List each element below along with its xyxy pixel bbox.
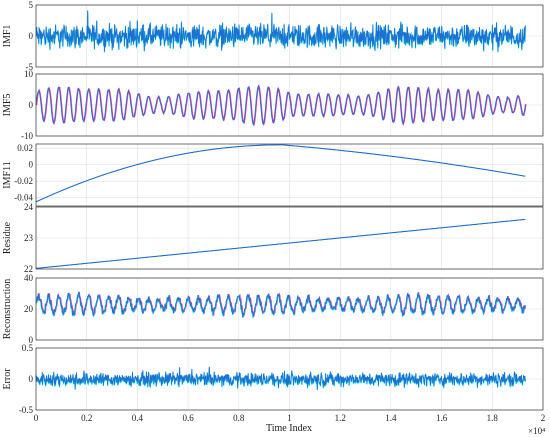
x-tick-label: 0.4 [132, 413, 144, 423]
series-line [35, 144, 526, 203]
y-tick-label: 40 [24, 273, 34, 283]
y-tick-label: 0.5 [22, 343, 34, 353]
y-axis-label: Residue [2, 221, 13, 254]
series-overlay-magenta [36, 84, 527, 127]
series-line [35, 84, 526, 126]
panel-frame [35, 73, 544, 137]
series-line [35, 218, 526, 269]
x-tick-label: 0.6 [182, 413, 194, 423]
panel-reconstruction: 0 20 40 Reconstruction [2, 273, 544, 345]
y-tick-label: 0.02 [17, 143, 33, 153]
y-tick-label: -0.5 [19, 405, 34, 415]
x-axis-multiplier: ×10⁴ [528, 426, 545, 436]
panel-frame [35, 4, 544, 68]
panel-frame [35, 206, 544, 270]
y-tick-label: 10 [24, 69, 34, 79]
x-tick-label: 1 [287, 413, 292, 423]
y-tick-label: -10 [21, 131, 33, 141]
y-tick-label: 20 [24, 304, 34, 314]
y-axis-label: IMF1 [2, 25, 13, 48]
x-tick-label: 1.2 [335, 413, 346, 423]
shared-x-axis: Time Index ×10⁴ 0 0.2 0.4 0.6 0.8 1 1.2 1.4 1.6 1… [34, 413, 546, 436]
y-tick-label: 0 [29, 374, 34, 384]
series-line [35, 10, 526, 52]
x-tick-label: 1.4 [385, 413, 397, 423]
y-tick-label: -5 [26, 62, 34, 72]
series-line [35, 291, 526, 318]
y-tick-label: 0 [29, 100, 34, 110]
panel-imf1: -5 0 5 IMF1 [2, 0, 544, 72]
panel-frame [35, 277, 544, 341]
y-tick-label: 0 [29, 160, 34, 170]
series-line [35, 366, 526, 390]
y-tick-label: 5 [29, 0, 34, 10]
x-tick-label: 1.6 [436, 413, 448, 423]
panel-frame [35, 143, 544, 207]
panel-error: -0.5 0 0.5 Error [2, 343, 544, 415]
panel-frame [35, 347, 544, 411]
y-tick-label: 22 [24, 264, 33, 274]
x-tick-label: 2 [541, 413, 546, 423]
panel-imf5: -10 0 10 IMF5 [2, 69, 544, 141]
x-tick-label: 1.8 [487, 413, 499, 423]
y-tick-label: 23 [24, 233, 34, 243]
y-tick-label: -0.04 [14, 193, 33, 203]
x-axis-label: Time Index [266, 423, 312, 434]
y-axis-label: Reconstruction [2, 279, 13, 340]
y-axis-label: IMF11 [2, 161, 13, 188]
y-tick-label: -0.02 [14, 176, 33, 186]
panel-imf11: -0.04 -0.02 0 0.02 IMF11 [2, 143, 544, 207]
y-tick-label: 24 [24, 202, 34, 212]
x-tick-label: 0.8 [233, 413, 245, 423]
y-tick-label: 0 [29, 335, 34, 345]
x-tick-label: 0.2 [81, 413, 92, 423]
panels-group: -5 0 5 IMF1 -10 0 10 IMF5 -0.04 -0.02 0 0.02 IMF11 22… [2, 0, 544, 415]
y-axis-label: Error [2, 368, 13, 390]
panel-residue: 22 23 24 Residue [2, 202, 544, 274]
y-tick-label: 0 [29, 31, 34, 41]
y-axis-label: IMF5 [2, 94, 13, 117]
x-tick-label: 0 [34, 413, 39, 423]
